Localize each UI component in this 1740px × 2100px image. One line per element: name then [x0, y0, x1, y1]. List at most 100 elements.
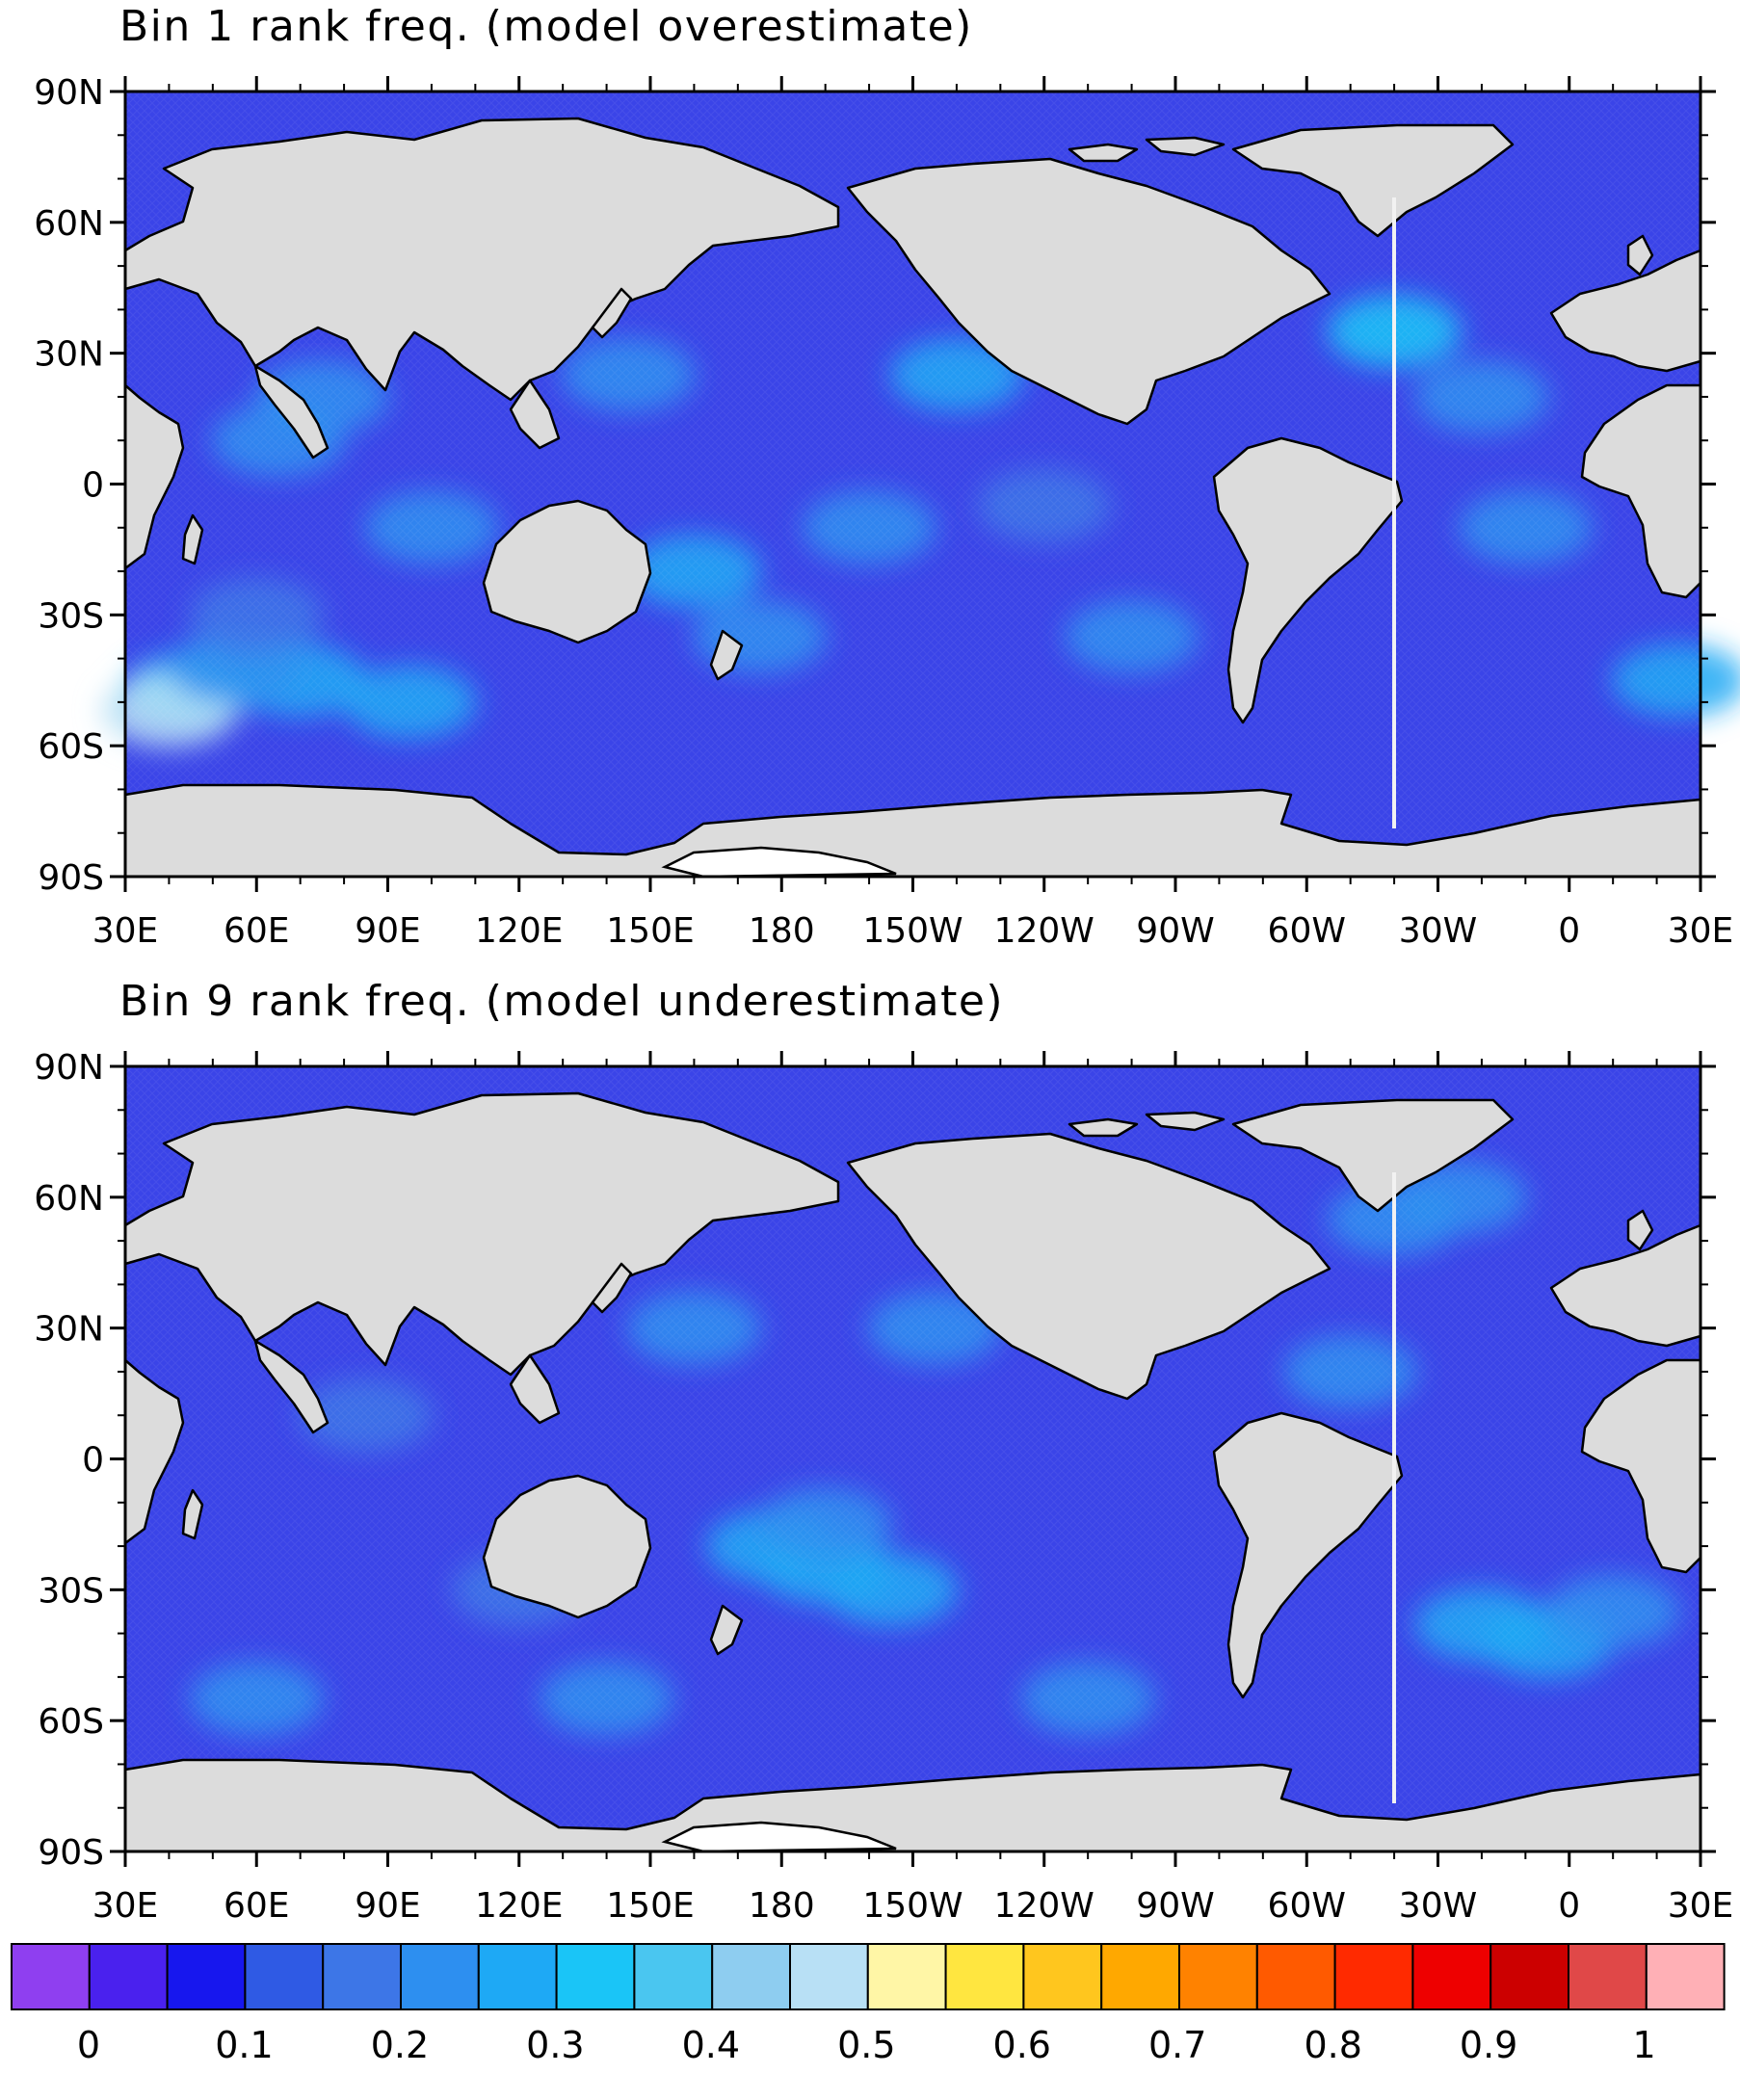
colorbar-tick-label: 0.8 — [1304, 2024, 1361, 2066]
colorbar-swatch — [166, 1943, 247, 2010]
new-zealand-landmass — [709, 629, 744, 681]
colorbar-swatch — [1100, 1943, 1180, 2010]
colorbar-tick-label: 0.7 — [1148, 2024, 1206, 2066]
lat-tick-label: 60S — [38, 1702, 104, 1742]
colorbar-swatch — [1178, 1943, 1258, 2010]
lon-tick-label: 30E — [92, 911, 159, 951]
panel-title: Bin 1 rank freq. (model overestimate) — [119, 2, 973, 51]
colorbar-tick-label: 0.4 — [682, 2024, 740, 2066]
lon-tick-label: 150W — [862, 1886, 962, 1926]
antarctic-ice-landmass — [661, 1821, 897, 1853]
lon-tick-label: 60E — [224, 911, 290, 951]
lon-tick-label: 120E — [475, 911, 563, 951]
colorbar-tick-label: 1 — [1633, 2024, 1656, 2066]
colorbar-swatch — [88, 1943, 169, 2010]
map-panel-bin-1: Bin 1 rank freq. (model overestimate) 30… — [34, 2, 1740, 951]
colorbar-tick-label: 0.3 — [526, 2024, 584, 2066]
australia-landmass — [482, 499, 652, 644]
lat-tick-label: 90S — [38, 1833, 104, 1873]
colorbar-swatch — [944, 1943, 1025, 2010]
colorbar-swatch — [789, 1943, 869, 2010]
australia-landmass — [482, 1474, 652, 1619]
arctic-islands-2-landmass — [1145, 136, 1226, 157]
colorbar-tick-label: 0.9 — [1460, 2024, 1517, 2066]
arctic-islands-1-landmass — [1068, 143, 1139, 163]
greenland-landmass — [1231, 123, 1515, 238]
lat-tick-label: 60N — [34, 1179, 104, 1219]
colorbar-swatch — [1333, 1943, 1414, 2010]
lon-tick-label: 120W — [994, 1886, 1094, 1926]
colorbar-swatch — [711, 1943, 792, 2010]
lon-tick-label: 150E — [606, 911, 694, 951]
lat-tick-label: 30S — [38, 596, 104, 636]
colorbar-swatch — [400, 1943, 480, 2010]
colorbar-swatch — [555, 1943, 636, 2010]
colorbar-swatch — [1568, 1943, 1648, 2010]
lon-tick-label: 0 — [1558, 1886, 1580, 1926]
lon-tick-label: 120W — [994, 911, 1094, 951]
land-masses — [123, 117, 1702, 879]
colorbar-tick-label: 0.1 — [215, 2024, 273, 2066]
colorbar-swatch — [633, 1943, 714, 2010]
land-masses — [123, 1091, 1702, 1853]
lat-tick-label: 90N — [34, 1048, 104, 1088]
map-axes: 30E 60E 90E 120E 150E 180 150W 120W 90W 60W 30W 0 30… — [34, 73, 1733, 951]
colorbar-swatch — [1645, 1943, 1726, 2010]
africa-east-landmass — [123, 383, 185, 570]
lon-tick-label: 90E — [355, 911, 421, 951]
map-area — [123, 1066, 1702, 1853]
colorbar-swatch — [1411, 1943, 1492, 2010]
lon-tick-label: 30E — [92, 1886, 159, 1926]
greenland-landmass — [1231, 1098, 1515, 1213]
lon-tick-label: 60W — [1268, 1886, 1346, 1926]
lon-tick-label: 0 — [1558, 911, 1580, 951]
colorbar-boxes — [11, 1943, 1726, 2010]
colorbar-swatch — [11, 1943, 91, 2010]
lat-tick-label: 90S — [38, 858, 104, 898]
south-america-landmass — [1212, 436, 1404, 724]
colorbar-tick-label: 0.2 — [371, 2024, 429, 2066]
lon-tick-label: 180 — [749, 1886, 815, 1926]
panel-title: Bin 9 rank freq. (model underestimate) — [119, 977, 1004, 1026]
lon-tick-label: 180 — [749, 911, 815, 951]
lon-tick-label: 30E — [1668, 1886, 1734, 1926]
antarctic-ice-landmass — [661, 846, 897, 879]
lat-tick-label: 30N — [34, 335, 104, 375]
colorbar-tick-label: 0.5 — [837, 2024, 895, 2066]
lat-tick-label: 0 — [82, 1441, 104, 1481]
new-zealand-landmass — [709, 1604, 744, 1656]
colorbar-swatch — [1490, 1943, 1569, 2010]
lat-tick-label: 30N — [34, 1310, 104, 1350]
map-panel-bin-9: Bin 9 rank freq. (model underestimate) 3… — [34, 977, 1733, 1926]
lon-tick-label: 30W — [1399, 911, 1477, 951]
lat-tick-label: 90N — [34, 73, 104, 113]
south-america-landmass — [1212, 1411, 1404, 1699]
madagascar-landmass — [181, 513, 204, 565]
uk-landmass — [1626, 1209, 1654, 1251]
map-area — [101, 92, 1740, 879]
colorbar-labels: 0 0.1 0.2 0.3 0.4 0.5 0.6 0.7 0.8 0.9 1 — [77, 2024, 1656, 2066]
se-asia-landmass — [509, 379, 561, 450]
colorbar-swatch — [477, 1943, 558, 2010]
lon-tick-label: 30E — [1668, 911, 1734, 951]
lon-tick-label: 30W — [1399, 1886, 1477, 1926]
antarctica-landmass — [123, 783, 1702, 879]
se-asia-landmass — [509, 1353, 561, 1425]
lon-tick-label: 60E — [224, 1886, 290, 1926]
colorbar: 0 0.1 0.2 0.3 0.4 0.5 0.6 0.7 0.8 0.9 1 — [11, 1943, 1726, 2066]
africa-west-landmass — [1580, 383, 1702, 599]
north-america-landmass — [846, 1132, 1331, 1401]
lat-tick-label: 30S — [38, 1571, 104, 1611]
madagascar-landmass — [181, 1488, 204, 1540]
colorbar-tick-label: 0.6 — [993, 2024, 1051, 2066]
lon-tick-label: 90W — [1136, 911, 1214, 951]
lat-tick-label: 60S — [38, 727, 104, 767]
arctic-islands-2-landmass — [1145, 1111, 1226, 1132]
africa-west-landmass — [1580, 1358, 1702, 1574]
uk-landmass — [1626, 234, 1654, 276]
lat-tick-label: 0 — [82, 466, 104, 506]
antarctica-landmass — [123, 1758, 1702, 1853]
map-axes: 30E 60E 90E 120E 150E 180 150W 120W 90W 60W 30W 0 30… — [34, 1048, 1733, 1926]
colorbar-swatch — [1255, 1943, 1336, 2010]
